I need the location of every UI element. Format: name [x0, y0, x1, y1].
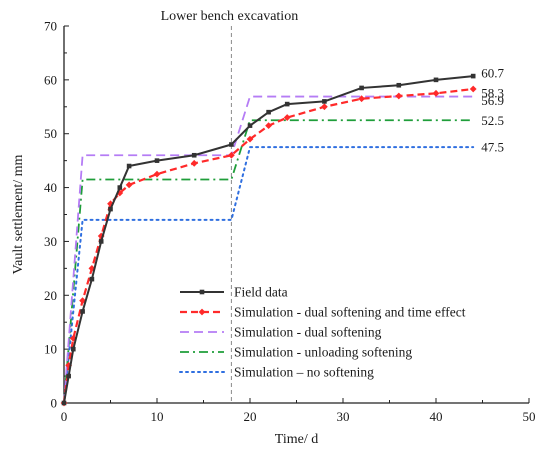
- annotation-text: Lower bench excavation: [161, 9, 299, 24]
- end-label-0: 60.7: [481, 66, 504, 81]
- legend-label-3: Simulation - unloading softening: [234, 345, 412, 360]
- end-label-1: 58.3: [481, 86, 504, 101]
- y-tick-label: 20: [44, 288, 57, 303]
- field-data-point: [126, 163, 132, 169]
- simulation-point: [321, 103, 328, 111]
- series-layer: [60, 73, 477, 407]
- series-line-3: [63, 119, 474, 404]
- y-tick-label: 70: [44, 19, 57, 34]
- simulation-point: [469, 85, 477, 93]
- simulation-point: [116, 189, 124, 197]
- field-data-point: [247, 123, 253, 128]
- field-data-point: [359, 85, 364, 91]
- simulation-point: [190, 159, 198, 167]
- simulation-point: [153, 170, 161, 178]
- field-data-point: [108, 206, 113, 212]
- legend-label-1: Simulation - dual softening and time eff…: [234, 305, 466, 320]
- x-tick-label: 10: [151, 409, 164, 424]
- series-line-4: [63, 146, 475, 404]
- legend-marker: [198, 308, 206, 316]
- y-tick-label: 60: [44, 72, 57, 87]
- y-tick-label: 40: [44, 180, 57, 195]
- end-label-2: 56.9: [481, 93, 504, 108]
- simulation-point: [79, 297, 86, 305]
- y-tick-label: 0: [51, 396, 58, 411]
- field-data-point: [266, 109, 271, 115]
- x-tick-label: 30: [337, 409, 350, 424]
- simulation-point: [265, 122, 272, 130]
- field-data-point: [80, 309, 85, 314]
- end-labels: 60.7 58.356.9 52.5 47.5: [481, 66, 504, 155]
- x-axis-title: Time/ d: [275, 432, 318, 447]
- field-data-point: [284, 101, 290, 107]
- field-data-point: [433, 77, 439, 83]
- field-data-point: [98, 239, 104, 244]
- field-data-point: [322, 99, 327, 104]
- field-data-point: [191, 152, 197, 158]
- field-data-point: [71, 346, 76, 352]
- simulation-point: [97, 232, 105, 240]
- simulation-point: [432, 89, 440, 97]
- simulation-point: [125, 181, 133, 189]
- x-tick-label: 20: [244, 409, 257, 424]
- legend: Field data Simulation - dual softening an…: [179, 285, 466, 380]
- field-data-point: [470, 73, 476, 79]
- end-label-3: 52.5: [481, 113, 504, 128]
- legend-label-2: Simulation - dual softening: [234, 325, 382, 340]
- y-tick-label: 50: [44, 126, 57, 141]
- field-data-point: [117, 185, 123, 190]
- series-line-1: [62, 87, 474, 404]
- axes-layer: 0 10 20 30 40 50 0 10 20 30 40 50 60 70: [44, 19, 536, 425]
- y-tick-label: 30: [44, 234, 57, 249]
- simulation-point: [395, 92, 403, 100]
- legend-label-0: Field data: [234, 285, 288, 300]
- end-label-4: 47.5: [481, 140, 504, 155]
- field-data-point: [229, 142, 234, 147]
- legend-label-4: Simulation – no softening: [234, 365, 374, 380]
- field-data-point: [396, 82, 402, 88]
- series-line-0: [63, 75, 474, 404]
- simulation-point: [228, 151, 235, 159]
- x-tick-label: 0: [61, 409, 68, 424]
- x-tick-label: 40: [430, 409, 443, 424]
- field-data-point: [89, 276, 95, 282]
- field-data-point: [154, 158, 160, 163]
- simulation-point: [246, 135, 254, 143]
- y-axis-title: Vault settlement/ mm: [11, 155, 26, 275]
- simulation-point: [283, 114, 291, 121]
- y-tick-label: 10: [44, 342, 57, 357]
- field-data-point: [61, 400, 67, 406]
- legend-marker: [199, 289, 205, 295]
- field-data-point: [66, 373, 71, 379]
- annotation-layer: Lower bench excavation: [161, 9, 299, 403]
- simulation-point: [358, 95, 365, 103]
- x-tick-label: 50: [523, 409, 536, 424]
